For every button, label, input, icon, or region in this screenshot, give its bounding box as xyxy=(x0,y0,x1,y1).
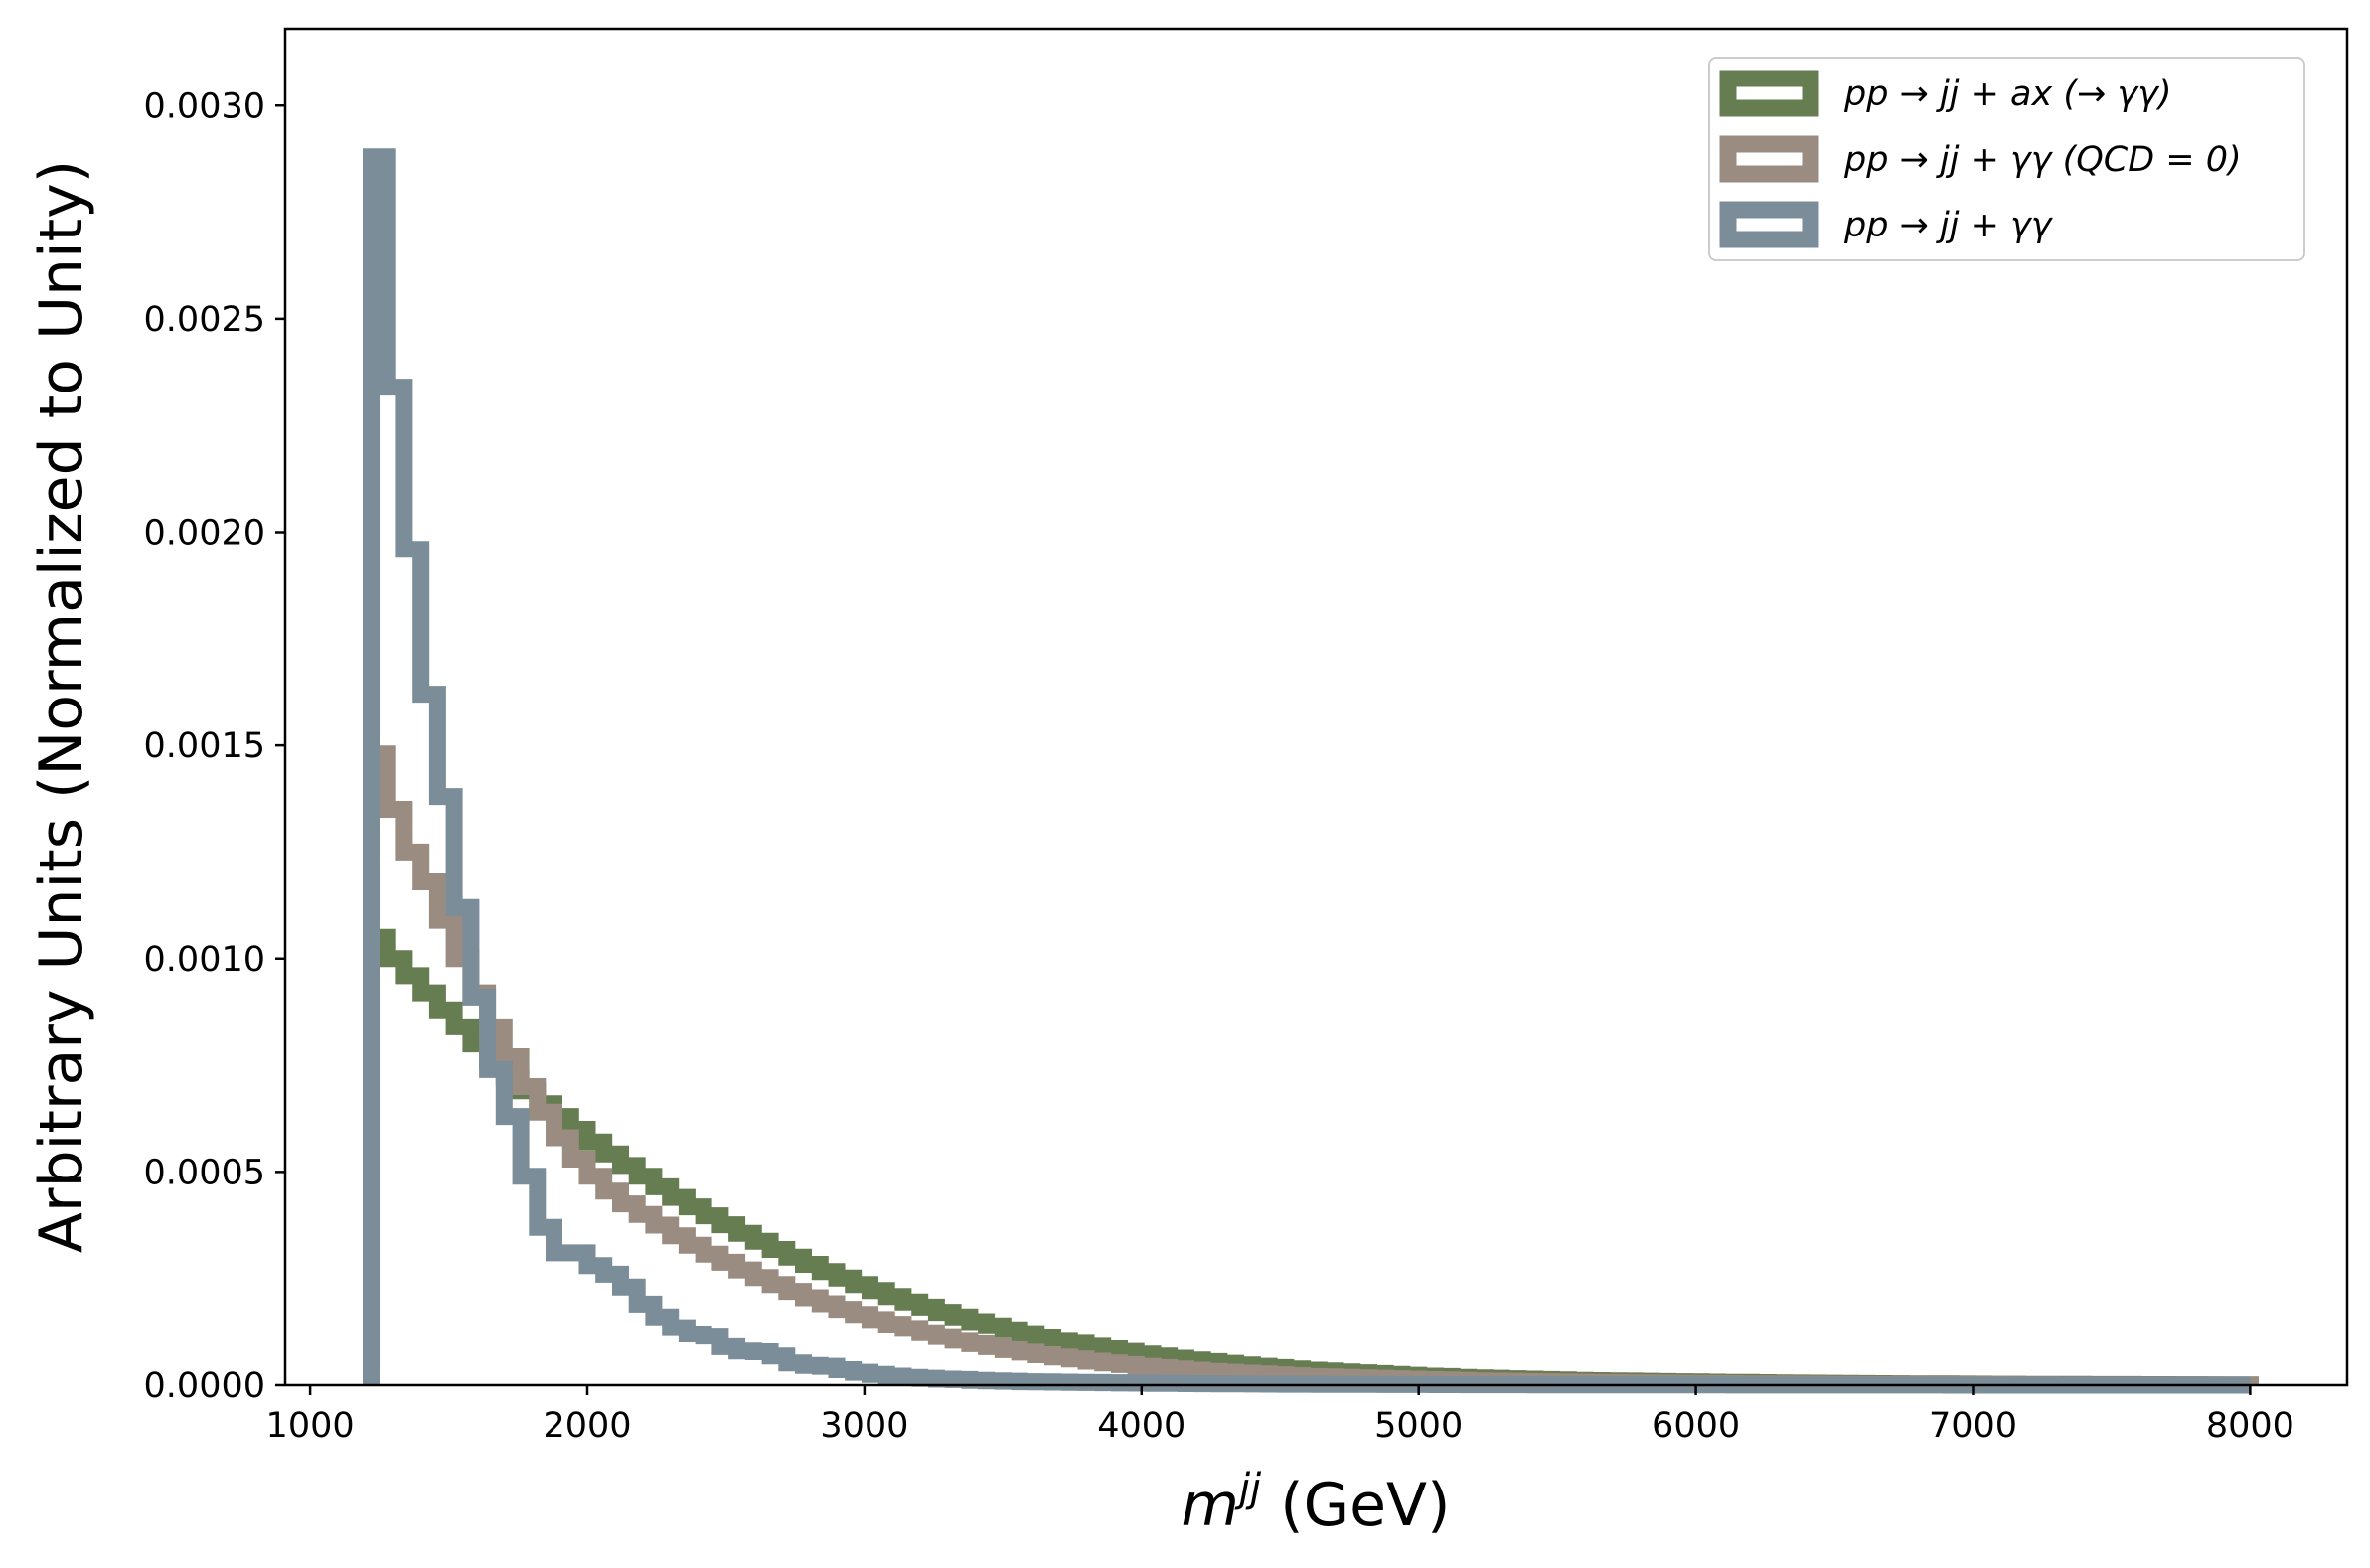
x-tick-label: 2000 xyxy=(543,1406,631,1446)
x-tick-label: 5000 xyxy=(1374,1406,1463,1446)
y-axis: 0.0000 0.0005 0.0010 0.0015 0.0020 0.0025 0.00… xyxy=(144,86,285,1406)
x-tick-label: 7000 xyxy=(1929,1406,2017,1446)
legend: pp → jj + ax (→ γγ) pp → jj + γγ (QCD = 0… xyxy=(1708,57,2305,261)
legend-label-2: pp → jj + γγ (QCD = 0) xyxy=(1843,140,2242,180)
x-tick-label: 6000 xyxy=(1652,1406,1740,1446)
y-tick-label: 0.0020 xyxy=(144,514,265,553)
y-axis-label: Arbitrary Units (Normalized to Unity) xyxy=(27,160,96,1253)
legend-box xyxy=(1708,57,2305,261)
x-axis-label-sup: jj xyxy=(1234,1466,1262,1511)
legend-label-1: pp → jj + ax (→ γγ) xyxy=(1843,75,2172,114)
x-tick-label: 4000 xyxy=(1097,1406,1185,1446)
x-axis-label-unit: (GeV) xyxy=(1261,1471,1450,1540)
y-tick-label: 0.0015 xyxy=(144,726,265,766)
x-tick-label: 3000 xyxy=(820,1406,908,1446)
y-tick-label: 0.0025 xyxy=(144,300,265,340)
x-tick-label: 8000 xyxy=(2206,1406,2294,1446)
axes-frame xyxy=(283,27,2349,1387)
y-tick-label: 0.0000 xyxy=(144,1366,265,1406)
y-tick-label: 0.0005 xyxy=(144,1153,265,1192)
x-axis: 1000 2000 3000 4000 5000 6000 7000 8000 xyxy=(266,1385,2294,1446)
x-axis-label-base: m xyxy=(1181,1471,1238,1540)
legend-swatch-1 xyxy=(1719,70,1819,117)
y-tick-label: 0.0030 xyxy=(144,86,265,126)
y-tick-label: 0.0010 xyxy=(144,940,265,980)
legend-swatch-3 xyxy=(1719,201,1819,248)
legend-label-3: pp → jj + γγ xyxy=(1843,206,2054,245)
legend-swatch-2 xyxy=(1719,135,1819,183)
legend-entries: pp → jj + ax (→ γγ) pp → jj + γγ (QCD = 0… xyxy=(1719,70,2242,248)
x-axis-label: mjj (GeV) xyxy=(1181,1466,1450,1540)
x-tick-label: 1000 xyxy=(266,1406,355,1446)
